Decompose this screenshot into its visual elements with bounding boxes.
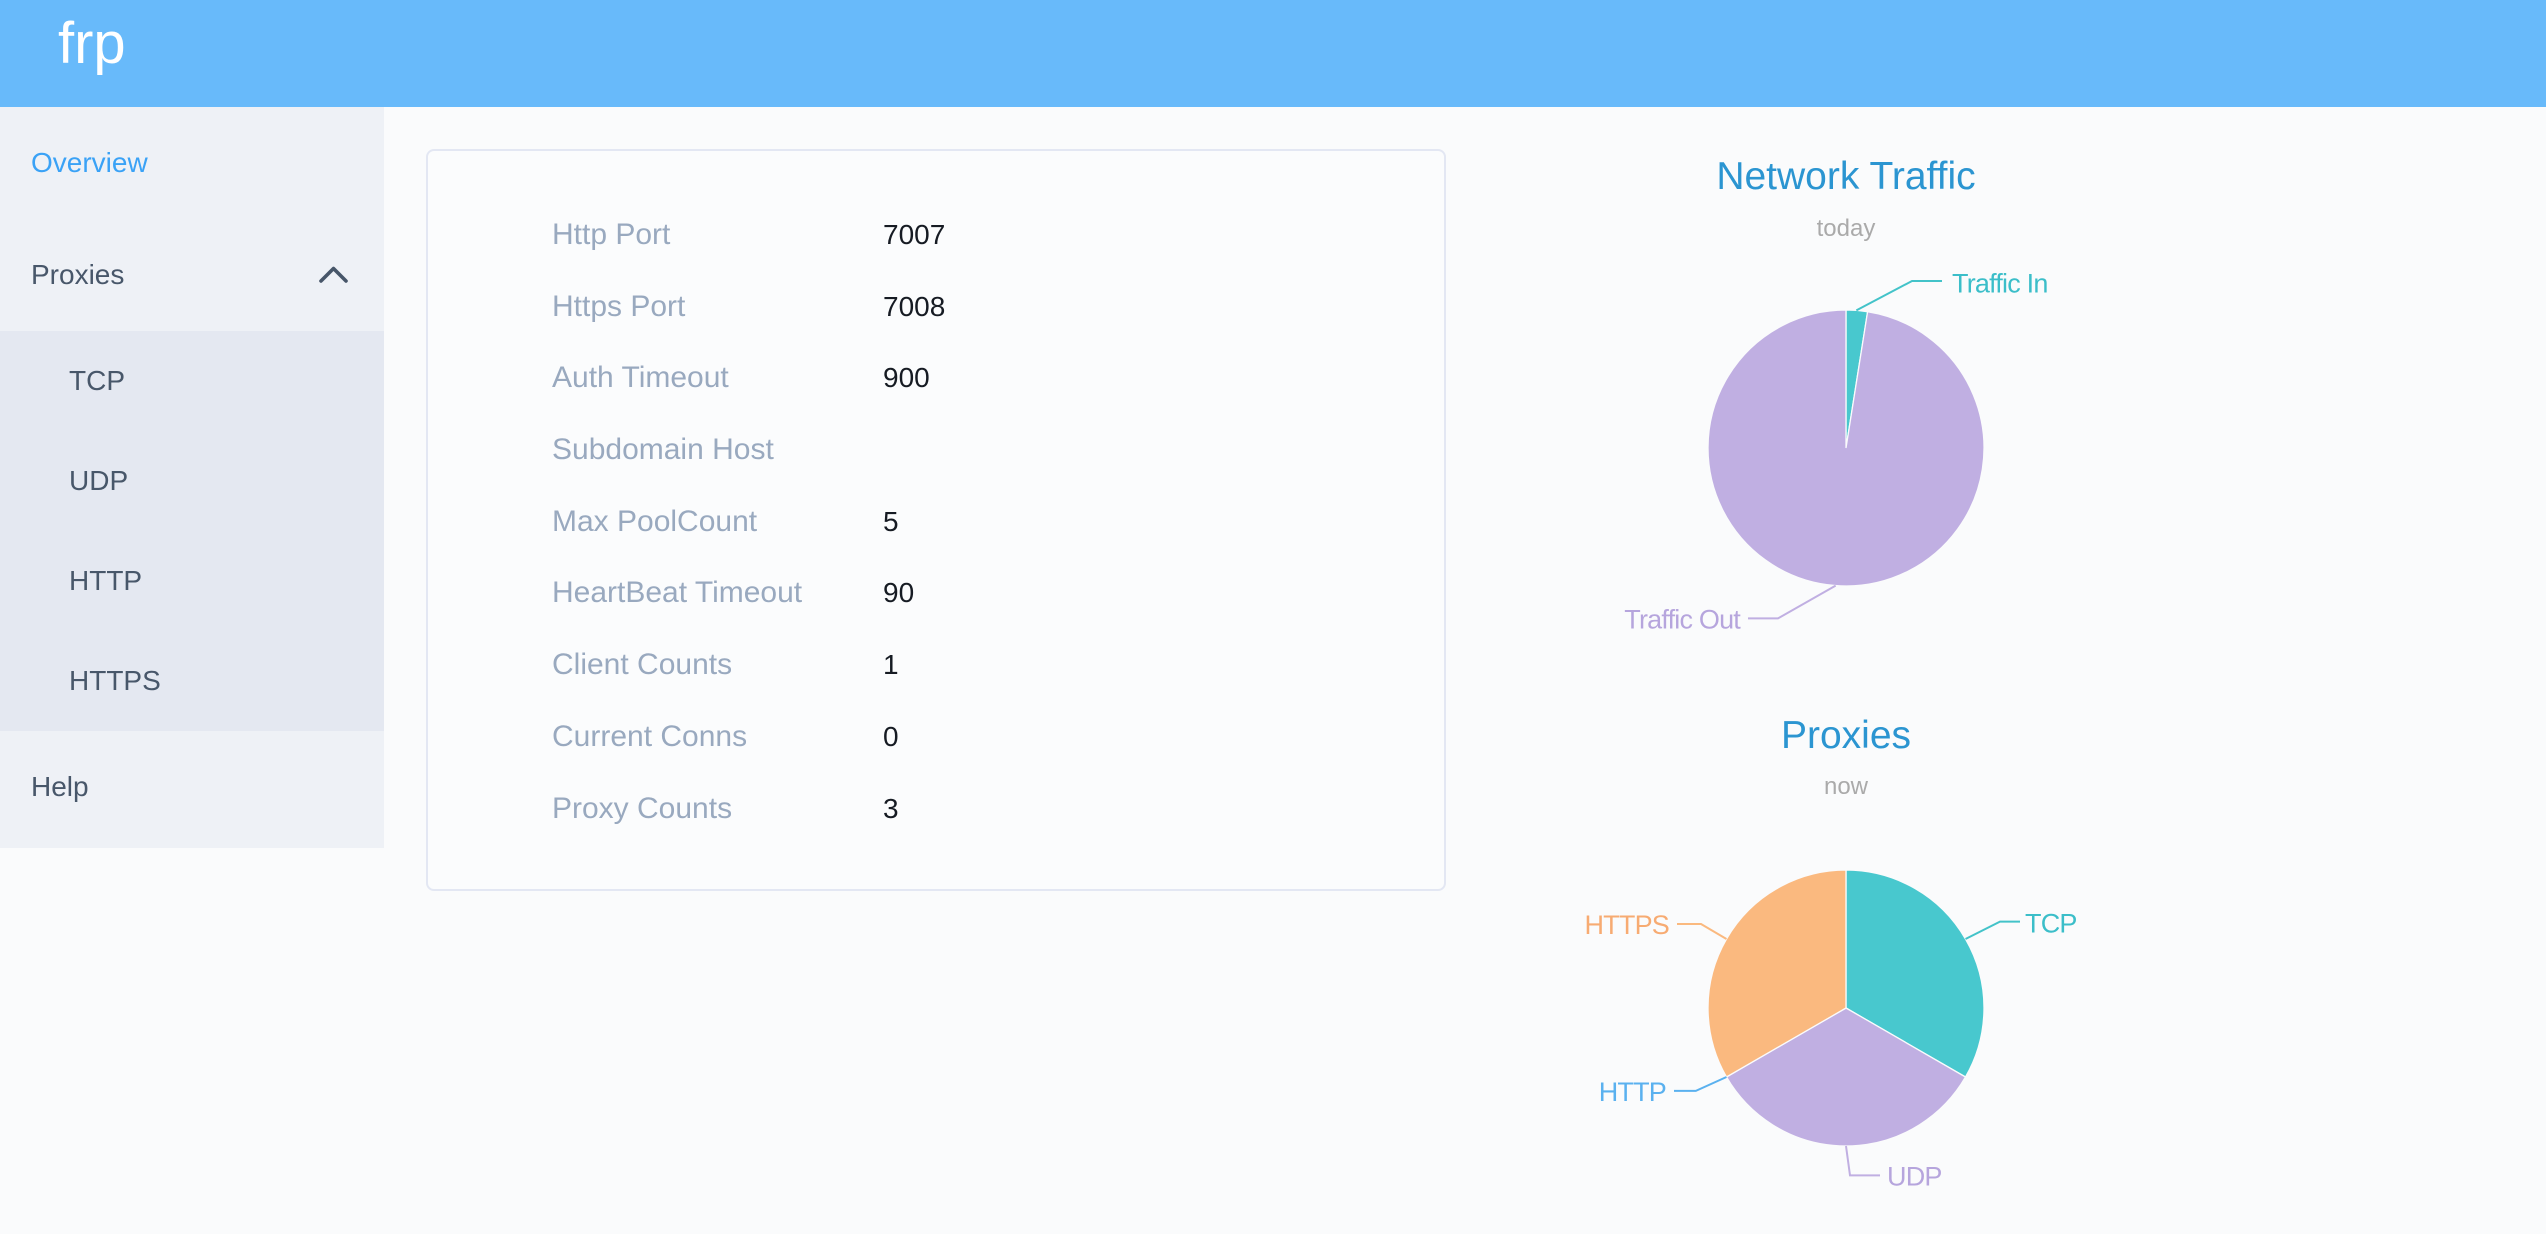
svg-text:Traffic In: Traffic In <box>1952 269 2048 299</box>
svg-text:now: now <box>1824 773 1869 800</box>
svg-text:today: today <box>1817 215 1876 242</box>
svg-text:UDP: UDP <box>1887 1161 1942 1191</box>
svg-text:Network Traffic: Network Traffic <box>1716 155 1975 198</box>
svg-text:HTTPS: HTTPS <box>1584 910 1669 940</box>
svg-text:HTTP: HTTP <box>1599 1077 1666 1107</box>
svg-text:Proxies: Proxies <box>1781 714 1911 757</box>
svg-text:Traffic Out: Traffic Out <box>1624 604 1741 634</box>
svg-text:TCP: TCP <box>2025 909 2077 939</box>
